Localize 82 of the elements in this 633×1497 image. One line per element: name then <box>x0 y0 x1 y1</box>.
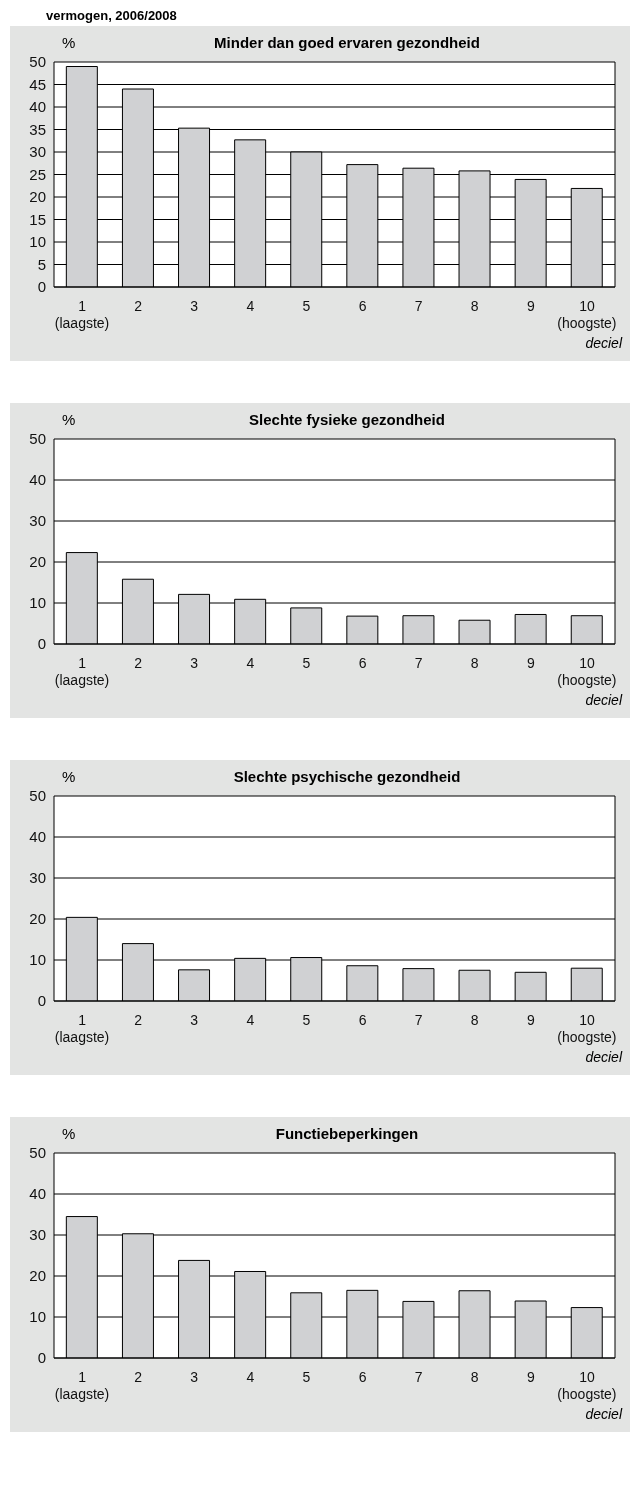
y-tick-label: 40 <box>29 828 46 846</box>
x-tick-label: 10 (hoogste) <box>557 655 617 688</box>
x-tick-label: 4 <box>246 1012 255 1028</box>
x-tick-label: 4 <box>246 655 255 671</box>
y-tick-label: 25 <box>29 165 46 183</box>
x-axis-title: deciel <box>584 1048 624 1067</box>
x-tick-label: 8 <box>470 1012 479 1028</box>
x-tick-label: 9 <box>526 1369 535 1385</box>
x-tick-label: 3 <box>190 655 199 671</box>
x-tick-label: 1 (laagste) <box>54 1369 110 1402</box>
x-tick-label: 6 <box>358 298 367 314</box>
y-tick-label: 10 <box>29 951 46 969</box>
y-tick-label: 0 <box>37 992 46 1010</box>
x-tick-label: 3 <box>190 1369 199 1385</box>
x-tick-label: 10 (hoogste) <box>557 1012 617 1045</box>
x-tick-label: 1 (laagste) <box>54 655 110 688</box>
y-tick-label: 50 <box>29 53 46 71</box>
y-tick-label: 30 <box>29 143 46 161</box>
y-tick-label: 40 <box>29 98 46 116</box>
y-tick-label: 0 <box>37 278 46 296</box>
x-tick-label: 1 (laagste) <box>54 1012 110 1045</box>
y-axis-title: % <box>62 1125 76 1142</box>
x-tick-label: 8 <box>470 298 479 314</box>
x-axis-title: deciel <box>584 334 624 353</box>
y-axis-title: % <box>62 34 76 51</box>
x-tick-label: 3 <box>190 1012 199 1028</box>
y-tick-label: 10 <box>29 1308 46 1326</box>
chart-title: Minder dan goed ervaren gezondheid <box>214 34 480 51</box>
y-tick-label: 20 <box>29 910 46 928</box>
x-tick-label: 2 <box>134 298 143 314</box>
x-tick-label: 1 (laagste) <box>54 298 110 331</box>
x-tick-label: 9 <box>526 1012 535 1028</box>
y-axis-title: % <box>62 768 76 785</box>
x-tick-label: 8 <box>470 655 479 671</box>
chart-title: Functiebeperkingen <box>275 1125 419 1142</box>
x-tick-label: 9 <box>526 655 535 671</box>
x-tick-label: 3 <box>190 298 199 314</box>
x-tick-label: 5 <box>302 1369 311 1385</box>
x-tick-label: 2 <box>134 1012 143 1028</box>
y-tick-label: 50 <box>29 430 46 448</box>
chart-title: Slechte psychische gezondheid <box>233 768 461 785</box>
x-tick-label: 10 (hoogste) <box>557 298 617 331</box>
y-tick-label: 5 <box>37 255 46 273</box>
y-tick-label: 0 <box>37 1349 46 1367</box>
x-axis-title: deciel <box>584 691 624 710</box>
chart-title: Slechte fysieke gezondheid <box>249 411 445 428</box>
y-tick-label: 30 <box>29 869 46 887</box>
x-tick-label: 4 <box>246 1369 255 1385</box>
y-tick-label: 50 <box>29 787 46 805</box>
x-tick-label: 2 <box>134 655 143 671</box>
x-tick-label: 7 <box>414 1012 423 1028</box>
y-tick-label: 50 <box>29 1144 46 1162</box>
x-tick-label: 5 <box>302 298 311 314</box>
y-tick-label: 20 <box>29 1267 46 1285</box>
x-tick-label: 9 <box>526 298 535 314</box>
x-tick-label: 5 <box>302 655 311 671</box>
x-tick-label: 4 <box>246 298 255 314</box>
x-tick-label: 7 <box>414 1369 423 1385</box>
x-tick-label: 6 <box>358 1369 367 1385</box>
y-tick-label: 45 <box>29 75 46 93</box>
x-axis-title: deciel <box>584 1405 624 1424</box>
y-tick-label: 30 <box>29 512 46 530</box>
y-tick-label: 35 <box>29 120 46 138</box>
y-tick-label: 30 <box>29 1226 46 1244</box>
x-tick-label: 6 <box>358 1012 367 1028</box>
y-tick-label: 40 <box>29 1185 46 1203</box>
x-tick-label: 10 (hoogste) <box>557 1369 617 1402</box>
y-tick-label: 15 <box>29 210 46 228</box>
x-tick-label: 5 <box>302 1012 311 1028</box>
y-tick-label: 20 <box>29 553 46 571</box>
y-tick-label: 10 <box>29 594 46 612</box>
y-tick-label: 0 <box>37 635 46 653</box>
x-tick-label: 7 <box>414 655 423 671</box>
text: vermogen, 2006/2008 <box>46 8 630 26</box>
x-tick-label: 2 <box>134 1369 143 1385</box>
y-tick-label: 40 <box>29 471 46 489</box>
x-tick-label: 8 <box>470 1369 479 1385</box>
x-tick-label: 6 <box>358 655 367 671</box>
y-tick-label: 20 <box>29 188 46 206</box>
y-axis-title: % <box>62 411 76 428</box>
y-tick-label: 10 <box>29 233 46 251</box>
x-tick-label: 7 <box>414 298 423 314</box>
